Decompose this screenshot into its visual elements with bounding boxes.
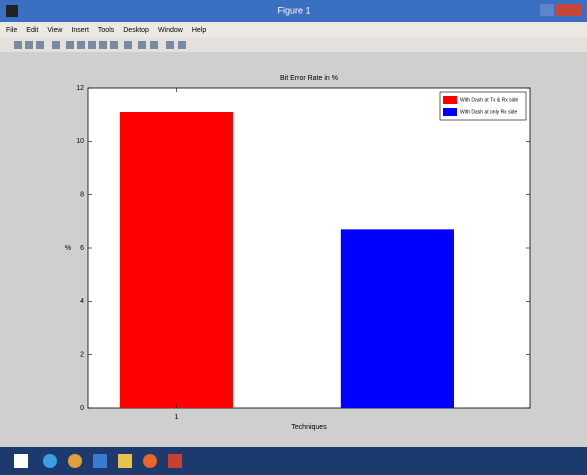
- menu-item[interactable]: Desktop: [123, 27, 149, 34]
- menu-item[interactable]: File: [6, 27, 17, 34]
- taskbar-icon[interactable]: [93, 454, 107, 468]
- x-tick-label: 1: [174, 414, 178, 421]
- taskbar-icon[interactable]: [43, 454, 57, 468]
- legend-swatch: [443, 96, 457, 104]
- y-tick-label: 8: [80, 192, 84, 199]
- tool-icon[interactable]: [110, 41, 118, 49]
- tool-icon[interactable]: [124, 41, 132, 49]
- tool-icon[interactable]: [36, 41, 44, 49]
- taskbar-icon[interactable]: [118, 454, 132, 468]
- app-icon: [6, 5, 18, 17]
- legend-label: With Dash at Tx & Rx side: [460, 97, 518, 103]
- bar: [119, 112, 233, 408]
- menu-item[interactable]: Edit: [26, 27, 38, 34]
- minimize-button[interactable]: [540, 4, 554, 16]
- menu-bar: File Edit View Insert Tools Desktop Window Help: [6, 27, 206, 34]
- taskbar-icons: [14, 454, 182, 468]
- menu-item[interactable]: Insert: [71, 27, 89, 34]
- tool-icon[interactable]: [25, 41, 33, 49]
- title-bar: [0, 0, 587, 22]
- tool-icon[interactable]: [66, 41, 74, 49]
- bar: [340, 229, 454, 408]
- y-tick-label: 12: [76, 85, 84, 92]
- menu-item[interactable]: Help: [192, 27, 207, 34]
- tool-icon[interactable]: [14, 41, 22, 49]
- toolbar-icons: [14, 41, 186, 49]
- tool-icon[interactable]: [138, 41, 146, 49]
- y-tick-label: 10: [76, 138, 84, 145]
- window-title: Figure 1: [277, 5, 310, 15]
- tool-icon[interactable]: [178, 41, 186, 49]
- tool-icon[interactable]: [88, 41, 96, 49]
- tool-icon[interactable]: [77, 41, 85, 49]
- taskbar-icon[interactable]: [168, 454, 182, 468]
- taskbar-icon[interactable]: [68, 454, 82, 468]
- y-tick-label: 4: [80, 298, 84, 305]
- tool-icon[interactable]: [99, 41, 107, 49]
- tool-icon[interactable]: [150, 41, 158, 49]
- start-button[interactable]: [14, 454, 28, 468]
- close-button[interactable]: [556, 4, 582, 16]
- y-axis-label: %: [65, 245, 71, 252]
- tool-icon[interactable]: [52, 41, 60, 49]
- legend-label: With Dash at only Rx side: [460, 109, 517, 115]
- y-tick-label: 0: [80, 405, 84, 412]
- tool-icon[interactable]: [166, 41, 174, 49]
- y-tick-label: 2: [80, 352, 84, 359]
- taskbar-icon[interactable]: [143, 454, 157, 468]
- legend-swatch: [443, 108, 457, 116]
- menu-item[interactable]: Window: [158, 27, 184, 34]
- chart-title: Bit Error Rate in %: [280, 75, 338, 82]
- menu-item[interactable]: Tools: [98, 27, 115, 34]
- toolbar: [0, 38, 587, 52]
- menu-item[interactable]: View: [47, 27, 63, 34]
- taskbar: [0, 447, 587, 475]
- x-axis-label: Techniques: [291, 424, 327, 431]
- y-tick-label: 6: [80, 245, 84, 252]
